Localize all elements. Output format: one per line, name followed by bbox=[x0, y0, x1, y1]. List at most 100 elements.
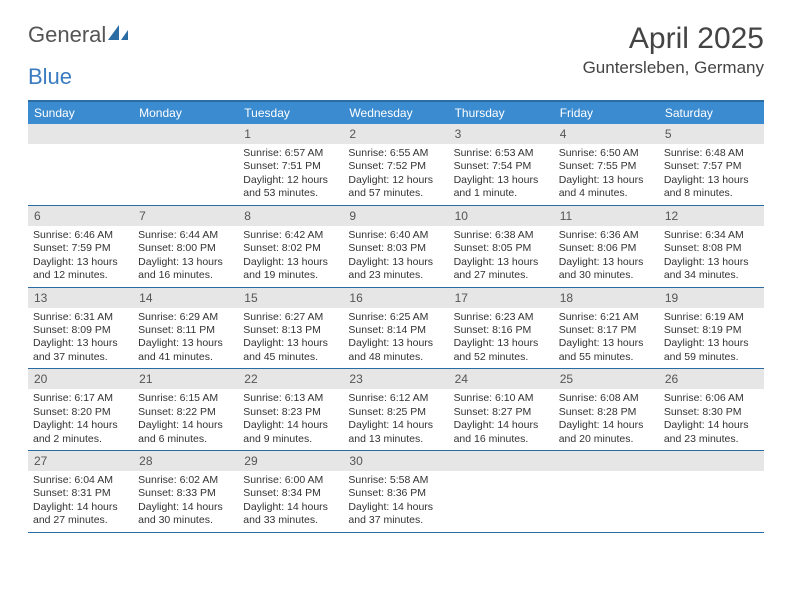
weeks-container: 1Sunrise: 6:57 AMSunset: 7:51 PMDaylight… bbox=[28, 124, 764, 533]
sunrise-text: Sunrise: 6:27 AM bbox=[243, 311, 338, 324]
day-details: Sunrise: 6:46 AMSunset: 7:59 PMDaylight:… bbox=[28, 226, 133, 287]
sunrise-text: Sunrise: 6:00 AM bbox=[243, 474, 338, 487]
day-number: 16 bbox=[343, 288, 448, 308]
day-number: 5 bbox=[659, 124, 764, 144]
daylight-text: Daylight: 14 hours and 9 minutes. bbox=[243, 419, 338, 446]
day-details: Sunrise: 6:38 AMSunset: 8:05 PMDaylight:… bbox=[449, 226, 554, 287]
day-details: Sunrise: 6:12 AMSunset: 8:25 PMDaylight:… bbox=[343, 389, 448, 450]
sunrise-text: Sunrise: 6:48 AM bbox=[664, 147, 759, 160]
day-number: 18 bbox=[554, 288, 659, 308]
day-number: 3 bbox=[449, 124, 554, 144]
daylight-text: Daylight: 13 hours and 12 minutes. bbox=[33, 256, 128, 283]
daylight-text: Daylight: 14 hours and 23 minutes. bbox=[664, 419, 759, 446]
sunrise-text: Sunrise: 6:57 AM bbox=[243, 147, 338, 160]
sunset-text: Sunset: 8:09 PM bbox=[33, 324, 128, 337]
daylight-text: Daylight: 13 hours and 4 minutes. bbox=[559, 174, 654, 201]
day-cell: 7Sunrise: 6:44 AMSunset: 8:00 PMDaylight… bbox=[133, 206, 238, 287]
day-details bbox=[449, 471, 554, 529]
sunrise-text: Sunrise: 6:06 AM bbox=[664, 392, 759, 405]
day-cell bbox=[554, 451, 659, 532]
day-number: 12 bbox=[659, 206, 764, 226]
sunrise-text: Sunrise: 6:10 AM bbox=[454, 392, 549, 405]
day-details: Sunrise: 6:13 AMSunset: 8:23 PMDaylight:… bbox=[238, 389, 343, 450]
day-cell: 29Sunrise: 6:00 AMSunset: 8:34 PMDayligh… bbox=[238, 451, 343, 532]
sunrise-text: Sunrise: 6:17 AM bbox=[33, 392, 128, 405]
day-cell bbox=[133, 124, 238, 205]
sunset-text: Sunset: 8:25 PM bbox=[348, 406, 443, 419]
day-cell: 12Sunrise: 6:34 AMSunset: 8:08 PMDayligh… bbox=[659, 206, 764, 287]
sunrise-text: Sunrise: 6:02 AM bbox=[138, 474, 233, 487]
day-details: Sunrise: 6:53 AMSunset: 7:54 PMDaylight:… bbox=[449, 144, 554, 205]
sunrise-text: Sunrise: 6:34 AM bbox=[664, 229, 759, 242]
sunrise-text: Sunrise: 6:13 AM bbox=[243, 392, 338, 405]
day-details: Sunrise: 6:44 AMSunset: 8:00 PMDaylight:… bbox=[133, 226, 238, 287]
day-number: 26 bbox=[659, 369, 764, 389]
daylight-text: Daylight: 13 hours and 37 minutes. bbox=[33, 337, 128, 364]
sunrise-text: Sunrise: 6:40 AM bbox=[348, 229, 443, 242]
week-row: 1Sunrise: 6:57 AMSunset: 7:51 PMDaylight… bbox=[28, 124, 764, 206]
day-number: 17 bbox=[449, 288, 554, 308]
daylight-text: Daylight: 14 hours and 13 minutes. bbox=[348, 419, 443, 446]
sunset-text: Sunset: 8:19 PM bbox=[664, 324, 759, 337]
day-cell: 8Sunrise: 6:42 AMSunset: 8:02 PMDaylight… bbox=[238, 206, 343, 287]
sunset-text: Sunset: 8:08 PM bbox=[664, 242, 759, 255]
sunset-text: Sunset: 8:28 PM bbox=[559, 406, 654, 419]
day-details: Sunrise: 6:48 AMSunset: 7:57 PMDaylight:… bbox=[659, 144, 764, 205]
week-row: 20Sunrise: 6:17 AMSunset: 8:20 PMDayligh… bbox=[28, 369, 764, 451]
day-details: Sunrise: 6:34 AMSunset: 8:08 PMDaylight:… bbox=[659, 226, 764, 287]
day-number: 30 bbox=[343, 451, 448, 471]
sunset-text: Sunset: 7:54 PM bbox=[454, 160, 549, 173]
sunrise-text: Sunrise: 6:21 AM bbox=[559, 311, 654, 324]
sunset-text: Sunset: 7:55 PM bbox=[559, 160, 654, 173]
dayhead-thu: Thursday bbox=[449, 102, 554, 124]
week-row: 13Sunrise: 6:31 AMSunset: 8:09 PMDayligh… bbox=[28, 288, 764, 370]
page: General April 2025 Guntersleben, Germany… bbox=[0, 0, 792, 553]
daylight-text: Daylight: 14 hours and 27 minutes. bbox=[33, 501, 128, 528]
dayhead-fri: Friday bbox=[554, 102, 659, 124]
day-number: 24 bbox=[449, 369, 554, 389]
sunset-text: Sunset: 7:52 PM bbox=[348, 160, 443, 173]
week-row: 6Sunrise: 6:46 AMSunset: 7:59 PMDaylight… bbox=[28, 206, 764, 288]
day-cell: 23Sunrise: 6:12 AMSunset: 8:25 PMDayligh… bbox=[343, 369, 448, 450]
daylight-text: Daylight: 14 hours and 6 minutes. bbox=[138, 419, 233, 446]
title-block: April 2025 Guntersleben, Germany bbox=[583, 22, 764, 78]
brand-logo: General bbox=[28, 22, 130, 48]
sunset-text: Sunset: 8:00 PM bbox=[138, 242, 233, 255]
daylight-text: Daylight: 13 hours and 1 minute. bbox=[454, 174, 549, 201]
day-cell: 9Sunrise: 6:40 AMSunset: 8:03 PMDaylight… bbox=[343, 206, 448, 287]
sunset-text: Sunset: 8:36 PM bbox=[348, 487, 443, 500]
day-cell: 14Sunrise: 6:29 AMSunset: 8:11 PMDayligh… bbox=[133, 288, 238, 369]
day-cell: 27Sunrise: 6:04 AMSunset: 8:31 PMDayligh… bbox=[28, 451, 133, 532]
day-details: Sunrise: 6:27 AMSunset: 8:13 PMDaylight:… bbox=[238, 308, 343, 369]
daylight-text: Daylight: 13 hours and 30 minutes. bbox=[559, 256, 654, 283]
day-cell: 25Sunrise: 6:08 AMSunset: 8:28 PMDayligh… bbox=[554, 369, 659, 450]
day-details: Sunrise: 6:19 AMSunset: 8:19 PMDaylight:… bbox=[659, 308, 764, 369]
day-cell: 13Sunrise: 6:31 AMSunset: 8:09 PMDayligh… bbox=[28, 288, 133, 369]
day-cell: 17Sunrise: 6:23 AMSunset: 8:16 PMDayligh… bbox=[449, 288, 554, 369]
day-number: 2 bbox=[343, 124, 448, 144]
day-cell: 3Sunrise: 6:53 AMSunset: 7:54 PMDaylight… bbox=[449, 124, 554, 205]
day-cell: 30Sunrise: 5:58 AMSunset: 8:36 PMDayligh… bbox=[343, 451, 448, 532]
daylight-text: Daylight: 13 hours and 48 minutes. bbox=[348, 337, 443, 364]
sunrise-text: Sunrise: 6:55 AM bbox=[348, 147, 443, 160]
day-cell: 10Sunrise: 6:38 AMSunset: 8:05 PMDayligh… bbox=[449, 206, 554, 287]
daylight-text: Daylight: 14 hours and 16 minutes. bbox=[454, 419, 549, 446]
day-cell bbox=[28, 124, 133, 205]
sunrise-text: Sunrise: 6:50 AM bbox=[559, 147, 654, 160]
daylight-text: Daylight: 13 hours and 8 minutes. bbox=[664, 174, 759, 201]
daylight-text: Daylight: 13 hours and 23 minutes. bbox=[348, 256, 443, 283]
day-details: Sunrise: 5:58 AMSunset: 8:36 PMDaylight:… bbox=[343, 471, 448, 532]
day-cell: 19Sunrise: 6:19 AMSunset: 8:19 PMDayligh… bbox=[659, 288, 764, 369]
daylight-text: Daylight: 13 hours and 55 minutes. bbox=[559, 337, 654, 364]
day-details: Sunrise: 6:10 AMSunset: 8:27 PMDaylight:… bbox=[449, 389, 554, 450]
day-cell bbox=[659, 451, 764, 532]
day-details: Sunrise: 6:31 AMSunset: 8:09 PMDaylight:… bbox=[28, 308, 133, 369]
day-cell: 4 Sunrise: 6:50 AMSunset: 7:55 PMDaylight… bbox=[554, 124, 659, 205]
sunrise-text: Sunrise: 6:25 AM bbox=[348, 311, 443, 324]
day-number bbox=[554, 451, 659, 471]
day-cell: 2Sunrise: 6:55 AMSunset: 7:52 PMDaylight… bbox=[343, 124, 448, 205]
day-number: 4 bbox=[554, 124, 659, 144]
day-number bbox=[659, 451, 764, 471]
sunset-text: Sunset: 8:05 PM bbox=[454, 242, 549, 255]
daylight-text: Daylight: 13 hours and 52 minutes. bbox=[454, 337, 549, 364]
